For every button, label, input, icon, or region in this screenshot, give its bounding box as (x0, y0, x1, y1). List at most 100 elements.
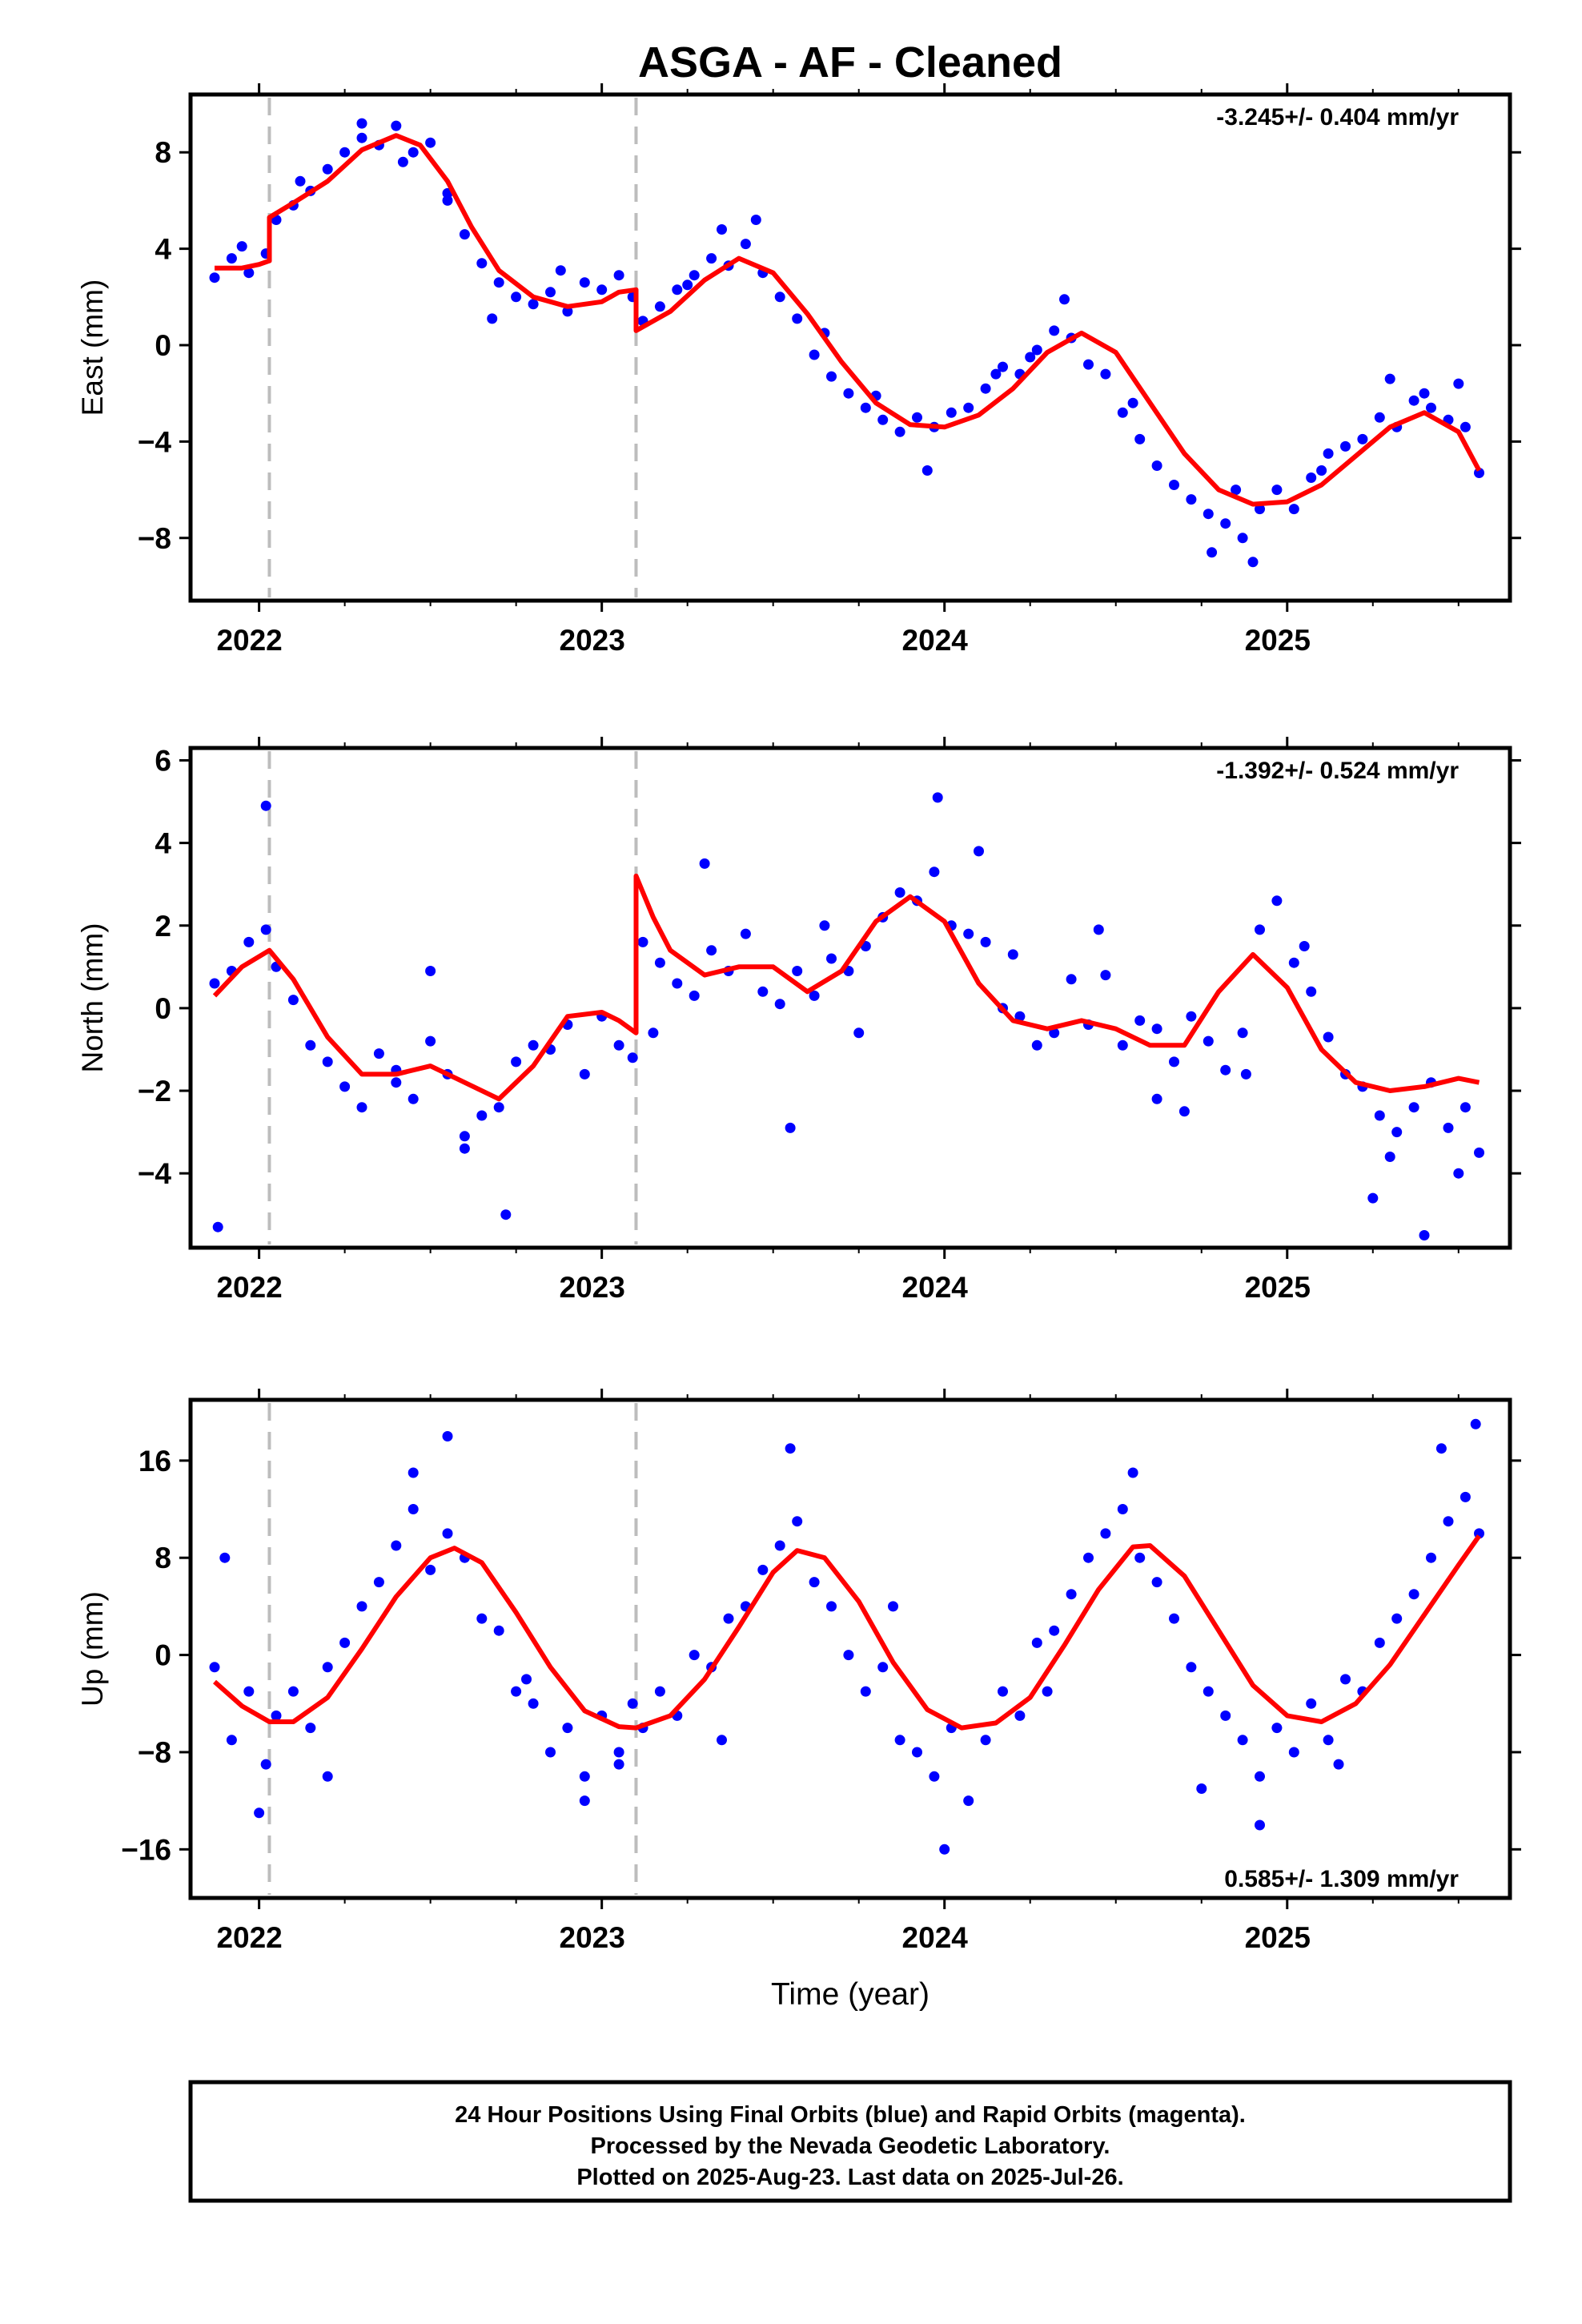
north-data-point (1288, 957, 1299, 968)
up-x-tick-label: 2023 (560, 1921, 625, 1954)
north-y-tick-label: 0 (155, 992, 171, 1025)
up-data-point (425, 1564, 436, 1575)
north-data-point (894, 887, 905, 898)
north-data-point (1014, 1011, 1026, 1022)
north-y-tick-label: 4 (155, 827, 171, 860)
north-data-point (1178, 1106, 1190, 1117)
north-data-point (1220, 1064, 1231, 1076)
north-data-point (1306, 986, 1317, 997)
east-model-curve (215, 133, 1482, 507)
up-data-point (408, 1467, 419, 1478)
east-data-point (1151, 460, 1162, 471)
east-x-tick-label: 2024 (902, 624, 969, 657)
north-data-point (1031, 1039, 1042, 1051)
up-data-point (785, 1443, 796, 1454)
east-data-point (654, 301, 665, 312)
north-x-tick-label: 2025 (1245, 1271, 1311, 1304)
east-data-point (860, 402, 871, 413)
north-x-tick-label: 2024 (902, 1271, 969, 1304)
up-y-tick-label: −8 (138, 1736, 171, 1769)
up-data-point (1031, 1637, 1042, 1648)
east-data-point (1186, 494, 1197, 505)
east-x-tick-label: 2023 (560, 624, 625, 657)
north-data-point (1049, 1027, 1060, 1039)
up-data-point (1435, 1443, 1447, 1454)
up-data-point (408, 1504, 419, 1514)
north-data-point (500, 1209, 512, 1220)
up-data-point (219, 1552, 231, 1563)
east-y-tick-label: 0 (155, 329, 171, 362)
north-data-point (1374, 1110, 1385, 1121)
north-data-point (932, 792, 943, 803)
east-data-point (579, 277, 590, 288)
up-data-point (757, 1564, 769, 1575)
north-data-point (809, 990, 820, 1001)
east-data-point (774, 292, 785, 303)
east-data-point (226, 253, 237, 264)
east-data-point (1220, 518, 1231, 529)
east-data-point (1203, 509, 1214, 520)
up-data-point (1255, 1771, 1265, 1782)
east-data-point (528, 299, 539, 310)
up-data-point (521, 1674, 532, 1685)
north-data-point (243, 936, 255, 947)
up-data-point (511, 1686, 522, 1697)
up-data-point (226, 1735, 237, 1746)
east-data-point (921, 465, 933, 476)
east-data-point (843, 388, 854, 399)
east-data-point (792, 313, 803, 324)
north-data-point (648, 1027, 659, 1039)
up-points (209, 1418, 1484, 1855)
up-x-tick-labels: 2022 2023 2024 2025 (216, 1921, 1310, 1954)
east-data-point (946, 407, 957, 418)
north-data-point (476, 1110, 488, 1121)
north-data-point (212, 1221, 223, 1232)
up-data-point (1306, 1698, 1317, 1709)
up-data-point (723, 1613, 734, 1624)
up-data-point (493, 1625, 504, 1636)
up-data-point (1426, 1552, 1436, 1563)
north-data-point (774, 999, 785, 1010)
east-data-point (555, 265, 566, 276)
north-data-point (699, 858, 710, 869)
east-points (209, 118, 1484, 568)
up-data-point (356, 1601, 367, 1612)
footer-line-3: Plotted on 2025-Aug-23. Last data on 202… (576, 2165, 1123, 2190)
east-data-point (672, 284, 683, 296)
east-y-tick-label: −8 (138, 522, 171, 555)
east-data-point (717, 224, 727, 235)
up-data-point (1203, 1686, 1214, 1697)
up-data-point (1066, 1589, 1077, 1600)
north-data-point (637, 936, 648, 947)
up-data-point (939, 1844, 950, 1855)
up-data-point (1460, 1491, 1471, 1502)
east-y-axis-label: East (mm) (76, 279, 109, 416)
figure-title: ASGA - AF - Cleaned (638, 38, 1062, 86)
east-x-tick-label: 2022 (216, 624, 282, 657)
north-data-point (1093, 924, 1104, 935)
up-data-point (442, 1528, 453, 1539)
east-data-point (442, 195, 453, 206)
east-data-point (990, 368, 1002, 380)
north-data-point (1323, 1031, 1334, 1043)
north-data-point (1151, 1023, 1162, 1035)
up-data-point (579, 1771, 590, 1782)
east-data-point (980, 383, 991, 394)
east-data-point (809, 349, 820, 360)
east-data-point (1059, 294, 1070, 305)
east-plot-frame (188, 92, 1512, 603)
east-data-point (476, 258, 488, 269)
footer-line-1: 24 Hour Positions Using Final Orbits (bl… (455, 2102, 1246, 2128)
east-data-point (877, 414, 889, 425)
east-data-point (1049, 325, 1060, 336)
up-panel: −16 −8 0 8 16 2022 2023 2024 2025 Up (mm) 0.585… (76, 1389, 1521, 1954)
north-ticks (179, 737, 1521, 1259)
east-data-point (1100, 368, 1111, 380)
up-data-point (373, 1577, 384, 1588)
east-data-point (613, 270, 624, 281)
north-data-point (579, 1068, 590, 1080)
up-data-point (1220, 1710, 1231, 1721)
north-panel: −4 −2 0 2 4 6 2022 2023 2024 2025 North (mm) -1.… (76, 737, 1521, 1304)
north-model-curve (212, 873, 1480, 1102)
up-data-point (562, 1723, 573, 1734)
